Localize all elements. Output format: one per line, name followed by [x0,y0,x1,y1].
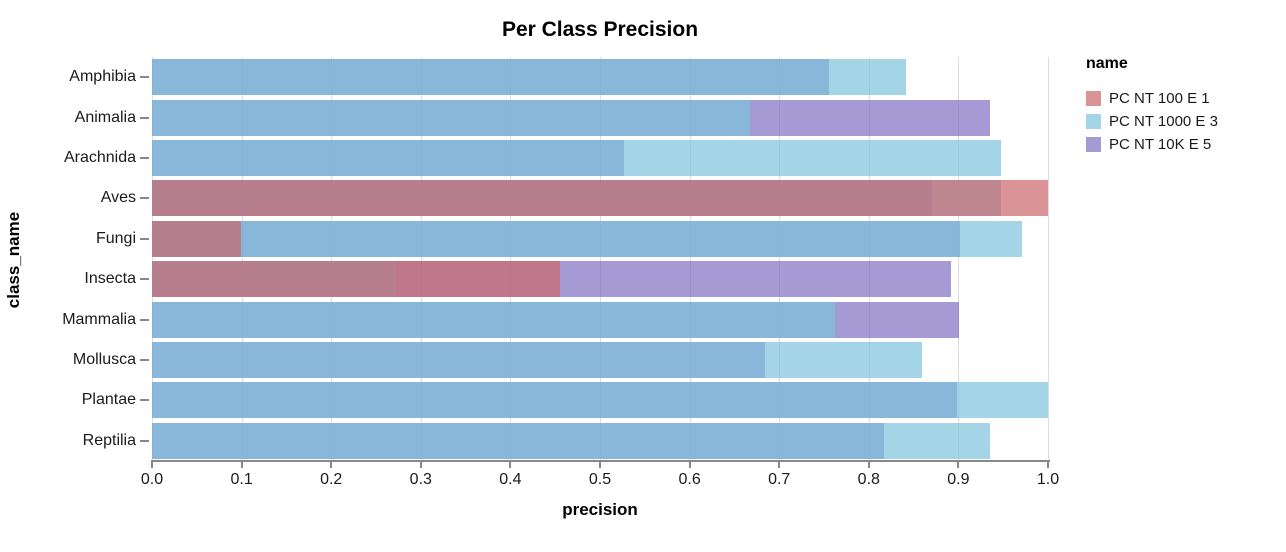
y-tick-label-mammalia: Mammalia [62,310,136,328]
legend-swatch-2 [1086,114,1101,129]
y-tick-label-mollusca: Mollusca [72,351,136,368]
gridline-1.0 [1048,57,1049,461]
x-tick-0.1 [240,462,243,468]
y-tick-label-reptilia: Reptilia [82,431,136,449]
gridline-0.1 [241,57,243,461]
x-tick-0.2 [330,462,333,468]
x-tick-0.0 [151,462,153,468]
y-tick-label-plantae: Plantae [81,391,136,409]
y-tick-arachnida [140,157,149,159]
legend-item-1: PC NT 100 E 1 [1086,87,1281,110]
y-tick-mammalia [140,318,149,321]
gridline-0.3 [420,57,422,461]
x-tick-0.7 [778,462,781,468]
x-tick-label-0.7: 0.7 [768,471,791,488]
x-tick-label-1.0: 1.0 [1036,471,1060,488]
y-tick-animalia [140,116,149,119]
gridline-0.6 [689,57,691,461]
y-tick-label-fungi: Fungi [95,229,136,247]
bar-arachnida-series-2 [152,140,1002,176]
legend-swatch-1 [1086,91,1101,106]
x-tick-0.6 [688,462,691,468]
y-axis-title: class_name [4,211,23,309]
gridline-0.0 [152,57,153,461]
y-tick-amphibia [140,76,149,79]
legend-item-3: PC NT 10K E 5 [1086,133,1281,156]
x-tick-label-0.0: 0.0 [140,471,164,488]
x-tick-0.5 [599,462,601,468]
x-tick-0.4 [509,462,512,468]
chart-title: Per Class Precision [501,18,699,41]
y-tick-mollusca [140,359,149,361]
gridline-0.9 [958,57,960,461]
x-tick-0.8 [867,462,870,468]
bar-fungi-series-1 [152,220,241,257]
gridline-0.5 [600,57,601,461]
x-tick-label-0.1: 0.1 [230,471,253,488]
gridline-0.4 [510,57,512,461]
y-tick-insecta [140,278,149,281]
legend: name PC NT 100 E 1 PC NT 1000 E 3 PC NT 10… [1086,55,1281,156]
gridline-0.8 [868,57,870,461]
legend-swatch-3 [1086,137,1101,152]
y-tick-label-amphibia: Amphibia [69,68,136,86]
y-tick-plantae [140,399,149,402]
y-tick-reptilia [140,439,149,442]
x-tick-label-0.9: 0.9 [947,471,970,488]
y-tick-label-arachnida: Arachnida [63,149,136,166]
bar-reptilia-series-2 [152,422,990,459]
y-tick-label-insecta: Insecta [84,270,136,288]
y-tick-label-animalia: Animalia [74,108,136,126]
y-tick-aves [140,197,149,200]
legend-title: name [1086,55,1128,72]
x-tick-0.9 [957,462,960,468]
legend-items: PC NT 100 E 1 PC NT 1000 E 3 PC NT 10K E 5 [1086,87,1281,156]
bar-insecta-series-1 [152,261,560,298]
gridline-0.2 [331,57,333,461]
legend-label-2: PC NT 1000 E 3 [1109,113,1218,130]
bar-amphibia-series-2 [152,59,907,96]
bar-mammalia-series-2 [152,301,835,338]
y-tick-label-aves: Aves [100,189,136,207]
legend-label-1: PC NT 100 E 1 [1109,90,1210,107]
x-tick-label-0.8: 0.8 [857,471,880,488]
x-tick-label-0.6: 0.6 [678,471,701,488]
plot-area [152,57,1049,461]
bar-aves-series-1 [152,180,1048,217]
legend-item-2: PC NT 1000 E 3 [1086,110,1281,133]
x-axis-title: precision [562,500,638,519]
y-tick-fungi [140,237,149,240]
x-axis-domain-line [151,460,1050,462]
gridline-0.7 [779,57,781,461]
x-tick-label-0.2: 0.2 [320,471,343,488]
x-tick-label-0.3: 0.3 [409,471,432,488]
x-tick-1.0 [1047,462,1049,468]
bar-mollusca-series-2 [152,342,922,378]
bar-animalia-series-2 [152,99,750,136]
x-tick-0.3 [419,462,422,468]
legend-label-3: PC NT 10K E 5 [1109,136,1212,153]
bar-fungi-series-2 [152,220,1023,257]
bar-plantae-series-2 [152,382,1048,419]
x-tick-label-0.5: 0.5 [588,471,612,488]
x-tick-label-0.4: 0.4 [499,471,522,488]
